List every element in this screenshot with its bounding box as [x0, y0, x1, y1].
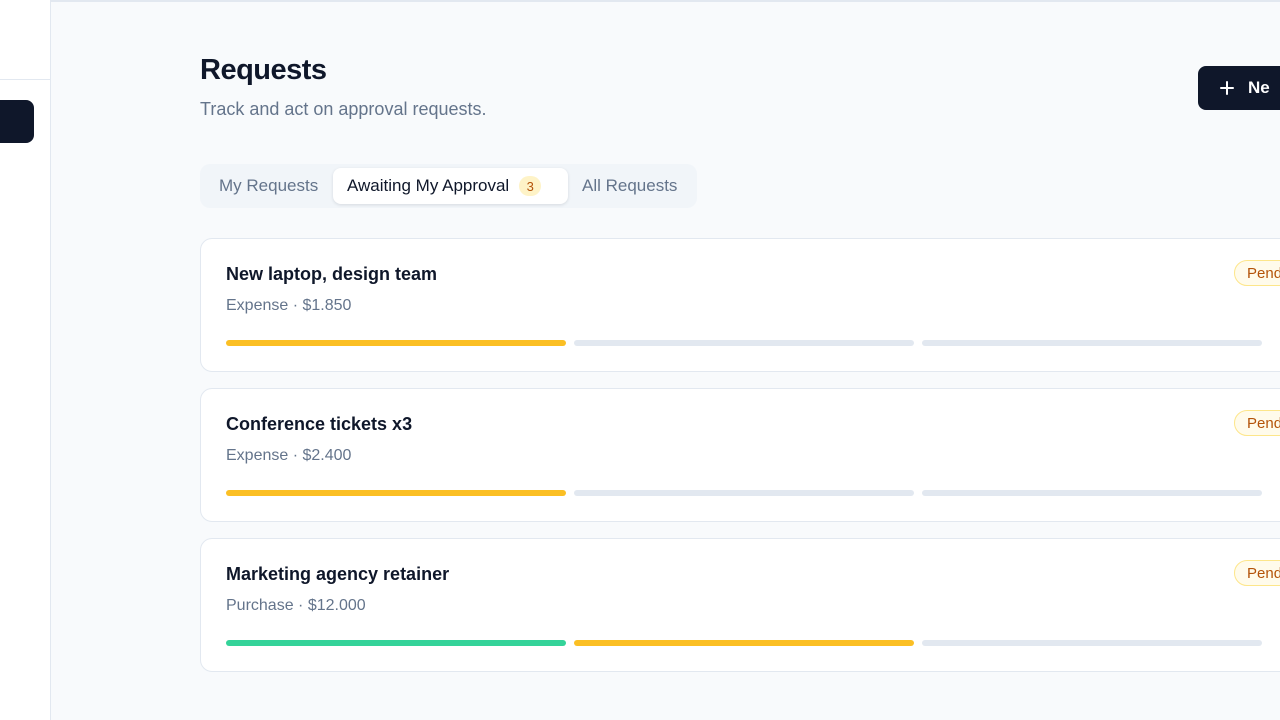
approval-step: [574, 640, 914, 646]
request-tabs: My Requests Awaiting My Approval 3 All R…: [200, 164, 697, 208]
approval-step: [226, 490, 566, 496]
count-badge: 3: [519, 176, 542, 196]
tab-all-requests[interactable]: All Requests: [582, 168, 677, 204]
approval-step: [922, 490, 1262, 496]
page-subtitle: Track and act on approval requests.: [200, 99, 487, 119]
top-divider: [50, 0, 1280, 2]
approval-step: [922, 340, 1262, 346]
request-meta: Expense · $2.400: [226, 447, 352, 464]
approval-step: [574, 490, 914, 496]
approval-step: [922, 640, 1262, 646]
sidebar-divider: [0, 79, 50, 80]
sidebar-item-active[interactable]: [0, 100, 34, 143]
tab-my-requests[interactable]: My Requests: [219, 168, 318, 204]
request-meta: Expense · $1.850: [226, 297, 352, 314]
request-title: Marketing agency retainer: [226, 564, 450, 584]
approval-step: [226, 340, 566, 346]
request-card[interactable]: Marketing agency retainer Purchase · $12…: [200, 538, 1280, 672]
approval-step: [226, 640, 566, 646]
sidebar: [0, 0, 51, 720]
request-card[interactable]: Conference tickets x3 Expense · $2.400 P…: [200, 388, 1280, 522]
request-title: New laptop, design team: [226, 264, 438, 284]
request-card[interactable]: New laptop, design team Expense · $1.850…: [200, 238, 1280, 372]
plus-icon: [1220, 81, 1234, 95]
status-badge: Pend: [1234, 410, 1280, 436]
tab-label: My Requests: [219, 176, 319, 195]
page-title: Requests: [200, 54, 327, 86]
new-request-button-label: Ne: [1248, 78, 1270, 97]
approval-step: [574, 340, 914, 346]
status-badge: Pend: [1234, 260, 1280, 286]
new-request-button[interactable]: Ne: [1198, 66, 1280, 110]
request-title: Conference tickets x3: [226, 414, 413, 434]
request-meta: Purchase · $12.000: [226, 597, 366, 614]
tab-awaiting-my-approval[interactable]: Awaiting My Approval 3: [333, 168, 568, 204]
tab-label: All Requests: [582, 176, 678, 195]
status-badge: Pend: [1234, 560, 1280, 586]
tab-label: Awaiting My Approval: [347, 176, 510, 195]
